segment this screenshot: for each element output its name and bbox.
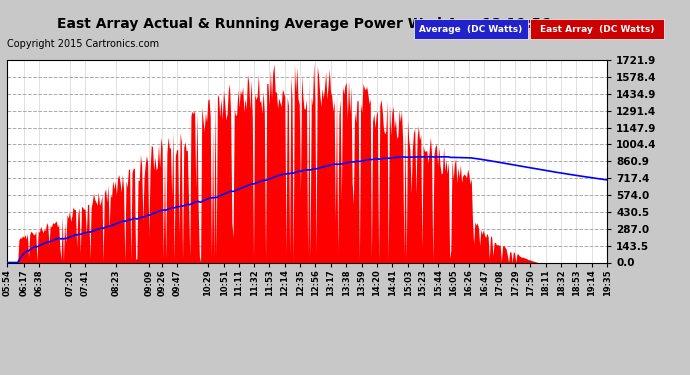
Text: East Array Actual & Running Average Power Wed Aug 12 19:56: East Array Actual & Running Average Powe… (57, 17, 551, 31)
Text: East Array  (DC Watts): East Array (DC Watts) (540, 25, 654, 34)
Text: Copyright 2015 Cartronics.com: Copyright 2015 Cartronics.com (7, 39, 159, 50)
Text: Average  (DC Watts): Average (DC Watts) (420, 25, 522, 34)
